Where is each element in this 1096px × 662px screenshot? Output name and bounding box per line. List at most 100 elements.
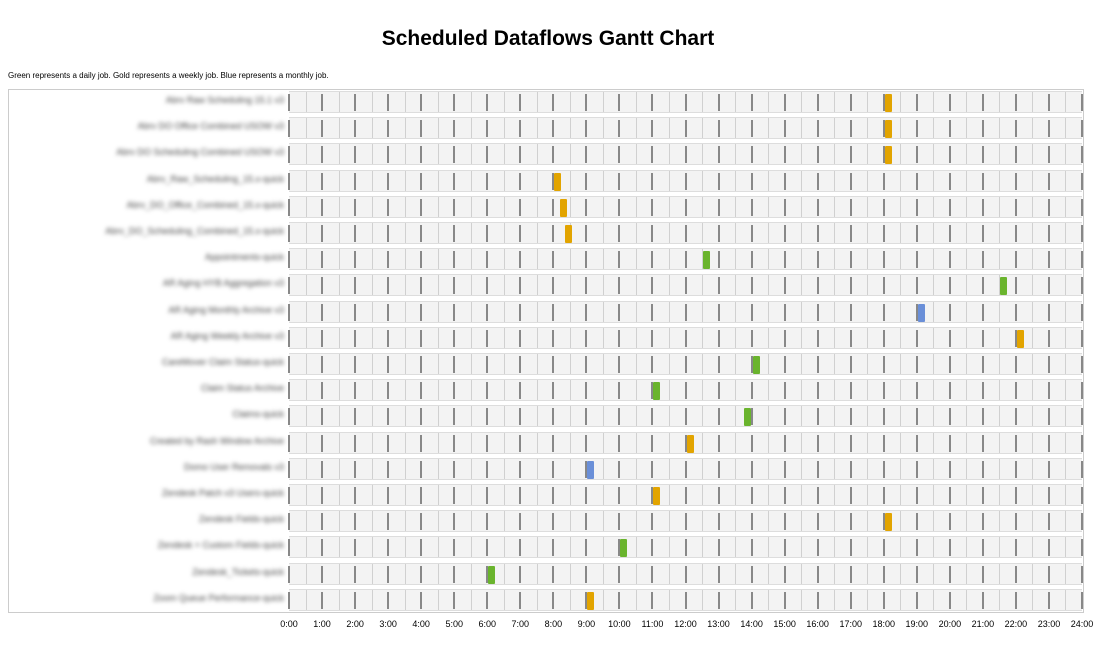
hour-gridline <box>387 382 390 400</box>
half-hour-gridline <box>635 275 637 296</box>
hour-gridline <box>420 303 423 321</box>
half-hour-gridline <box>503 170 505 191</box>
half-hour-gridline <box>437 406 439 427</box>
task-bar-weekly[interactable] <box>884 146 892 165</box>
half-hour-gridline <box>702 327 704 348</box>
task-bar-daily[interactable] <box>653 382 661 401</box>
hour-gridline <box>816 513 819 531</box>
task-bar-daily[interactable] <box>1000 277 1008 296</box>
hour-gridline <box>618 94 621 111</box>
hour-gridline <box>717 329 720 347</box>
task-bar-daily[interactable] <box>620 539 628 558</box>
hour-gridline <box>519 120 522 138</box>
x-tick-label: 3:00 <box>379 619 397 629</box>
hour-gridline <box>387 198 390 216</box>
half-hour-gridline <box>999 432 1001 453</box>
x-tick-label: 6:00 <box>478 619 497 629</box>
task-bar-daily[interactable] <box>488 565 496 584</box>
task-bar-weekly[interactable] <box>884 513 892 532</box>
hour-gridline <box>420 591 423 609</box>
task-label: Abrv DO Office Combined USOW v3 <box>137 121 284 132</box>
half-hour-gridline <box>503 458 505 479</box>
hour-gridline <box>288 539 290 557</box>
hour-gridline <box>1081 120 1083 138</box>
hour-gridline <box>486 539 489 557</box>
half-hour-gridline <box>735 327 737 348</box>
task-bar-weekly[interactable] <box>686 434 694 453</box>
task-bar-daily[interactable] <box>752 356 760 374</box>
hour-gridline <box>816 539 819 557</box>
gantt-row: Zoom Queue Performance-quick <box>8 588 1084 611</box>
hour-gridline <box>453 565 456 583</box>
hour-gridline <box>1014 408 1017 426</box>
task-bar-weekly[interactable] <box>884 120 892 139</box>
hour-gridline <box>684 303 687 321</box>
half-hour-gridline <box>437 118 439 139</box>
hour-gridline <box>354 408 357 426</box>
half-hour-gridline <box>933 144 935 165</box>
task-bar-weekly[interactable] <box>554 172 562 191</box>
hour-gridline <box>618 591 621 609</box>
task-bar-daily[interactable] <box>703 251 711 270</box>
task-bar-weekly[interactable] <box>884 94 892 112</box>
hour-gridline <box>948 277 951 295</box>
hour-gridline <box>1047 94 1050 111</box>
half-hour-gridline <box>503 485 505 505</box>
half-hour-gridline <box>404 92 406 112</box>
half-hour-gridline <box>1032 196 1034 217</box>
task-track <box>288 326 1083 349</box>
half-hour-gridline <box>437 485 439 505</box>
half-hour-gridline <box>735 118 737 139</box>
hour-gridline <box>585 329 588 347</box>
hour-gridline <box>618 460 621 478</box>
half-hour-gridline <box>1065 223 1067 243</box>
hour-gridline <box>420 382 423 400</box>
x-tick-label: 16:00 <box>806 619 829 629</box>
hour-gridline <box>618 225 621 242</box>
hour-gridline <box>915 251 918 269</box>
task-bar-weekly[interactable] <box>587 591 595 610</box>
hour-gridline <box>1081 565 1083 583</box>
half-hour-gridline <box>470 432 472 453</box>
half-hour-gridline <box>338 118 340 139</box>
half-hour-gridline <box>801 458 803 479</box>
hour-gridline <box>684 539 687 557</box>
task-bar-monthly[interactable] <box>917 303 925 322</box>
half-hour-gridline <box>1065 511 1067 532</box>
hour-gridline <box>486 408 489 426</box>
hour-gridline <box>750 434 753 452</box>
half-hour-gridline <box>470 380 472 401</box>
task-bar-weekly[interactable] <box>1016 329 1024 348</box>
task-bar-weekly[interactable] <box>559 198 567 217</box>
hour-gridline <box>849 120 852 138</box>
half-hour-gridline <box>768 458 770 479</box>
half-hour-gridline <box>437 92 439 112</box>
half-hour-gridline <box>999 458 1001 479</box>
task-bar-weekly[interactable] <box>653 487 661 505</box>
hour-gridline <box>651 94 654 111</box>
hour-gridline <box>585 513 588 531</box>
half-hour-gridline <box>834 589 836 610</box>
half-hour-gridline <box>702 301 704 322</box>
gantt-row: CareMover Claim Status-quick <box>8 353 1084 375</box>
hour-gridline <box>552 277 555 295</box>
hour-gridline <box>618 434 621 452</box>
half-hour-gridline <box>867 144 869 165</box>
half-hour-gridline <box>735 249 737 270</box>
hour-gridline <box>717 198 720 216</box>
task-bar-daily[interactable] <box>744 408 752 427</box>
half-hour-gridline <box>470 354 472 374</box>
task-bar-weekly[interactable] <box>565 225 573 243</box>
hour-gridline <box>816 146 819 164</box>
hour-gridline <box>915 198 918 216</box>
hour-gridline <box>981 251 984 269</box>
hour-gridline <box>981 303 984 321</box>
task-bar-monthly[interactable] <box>587 460 595 479</box>
hour-gridline <box>1047 513 1050 531</box>
half-hour-gridline <box>867 406 869 427</box>
half-hour-gridline <box>867 432 869 453</box>
half-hour-gridline <box>668 223 670 243</box>
half-hour-gridline <box>437 327 439 348</box>
half-hour-gridline <box>338 563 340 584</box>
hour-gridline <box>585 382 588 400</box>
